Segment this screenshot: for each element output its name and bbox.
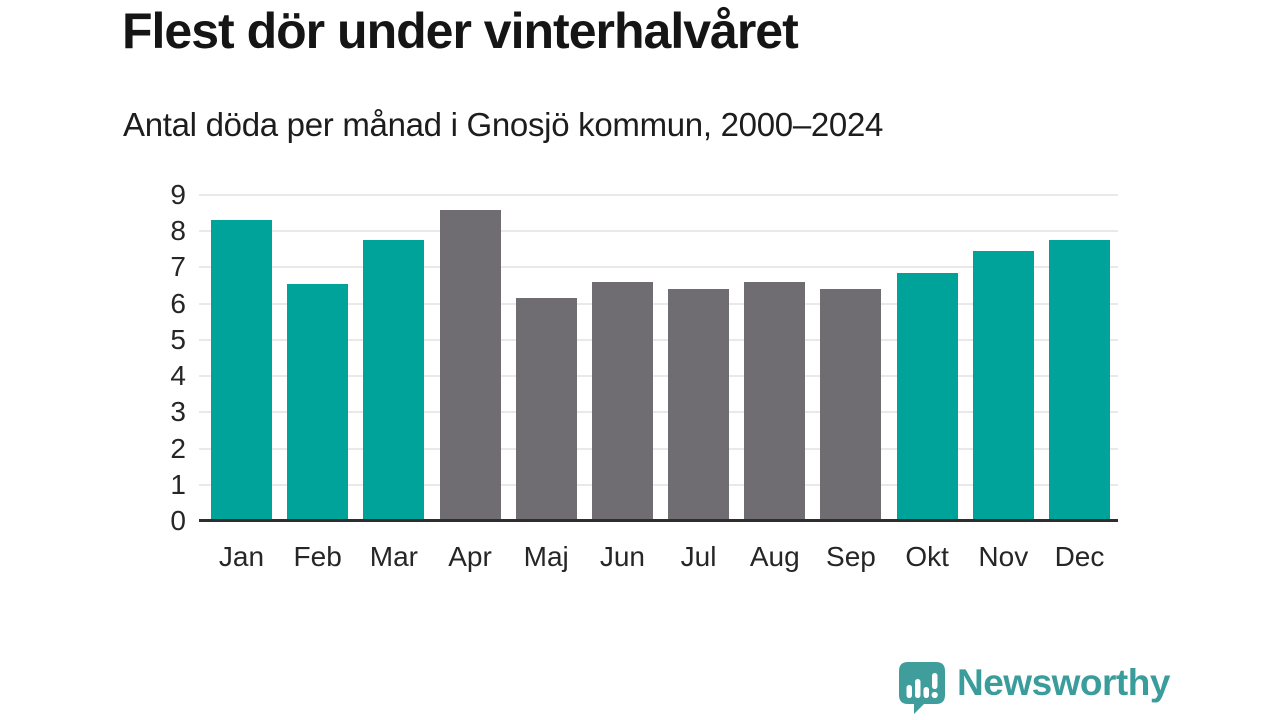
x-tick-label-apr: Apr (448, 541, 492, 572)
bar-jun (591, 281, 653, 521)
bar-feb (287, 283, 349, 521)
bar-maj (515, 298, 577, 521)
chart-title: Flest dör under vinterhalvåret (122, 3, 799, 59)
x-tick-label-okt: Okt (905, 541, 949, 572)
gridline-2 (199, 447, 1118, 450)
bar-sep (820, 289, 882, 521)
x-tick-label-jun: Jun (599, 541, 645, 572)
gridline-1 (199, 483, 1118, 486)
gridline-8 (199, 230, 1118, 233)
plot-area (199, 194, 1118, 522)
y-tick-label-7: 7 (170, 251, 186, 283)
y-tick-label-1: 1 (170, 468, 186, 500)
bar-dec (1048, 240, 1110, 521)
gridline-9 (199, 194, 1118, 196)
gridline-5 (199, 338, 1118, 341)
y-tick-label-3: 3 (170, 396, 186, 428)
y-tick-label-0: 0 (170, 505, 186, 536)
x-tick-label-sep: Sep (826, 541, 876, 572)
y-tick-label-6: 6 (170, 287, 186, 319)
x-tick-label-maj: Maj (523, 541, 569, 572)
y-tick-label-5: 5 (170, 323, 186, 355)
x-tick-label-mar: Mar (369, 541, 418, 572)
x-tick-label-nov: Nov (978, 541, 1029, 572)
gridline-6 (199, 302, 1118, 305)
bar-nov (972, 251, 1034, 521)
y-tick-label-2: 2 (170, 432, 186, 464)
x-tick-label-jan: Jan (218, 541, 265, 572)
y-tick-label-8: 8 (170, 215, 186, 247)
y-tick-label-9: 9 (170, 179, 186, 210)
x-tick-label-dec: Dec (1054, 541, 1105, 572)
x-tick-label-aug: Aug (749, 541, 800, 572)
bar-apr (439, 209, 501, 521)
y-tick-label-4: 4 (170, 360, 186, 392)
gridline-4 (199, 375, 1118, 378)
x-tick-label-feb: Feb (293, 541, 342, 572)
chart-subtitle: Antal döda per månad i Gnosjö kommun, 20… (123, 106, 884, 143)
bar-jul (668, 289, 730, 521)
x-tick-label-jul: Jul (680, 541, 717, 572)
bar-okt (896, 272, 958, 521)
gridline-7 (199, 266, 1118, 269)
gridline-3 (199, 411, 1118, 414)
brand-name: Newsworthy (957, 662, 1170, 703)
bar-aug (744, 281, 806, 521)
newsworthy-logo-icon (899, 662, 945, 714)
y-axis-labels: 0 1 2 3 4 5 6 7 8 9 (118, 179, 186, 536)
x-axis-line (199, 519, 1118, 522)
bar-jan (211, 220, 272, 521)
bar-mar (363, 240, 425, 521)
x-axis-labels: Jan Feb Mar Apr Maj Jun Jul Aug Sep Okt Nov Dec (199, 541, 1118, 581)
